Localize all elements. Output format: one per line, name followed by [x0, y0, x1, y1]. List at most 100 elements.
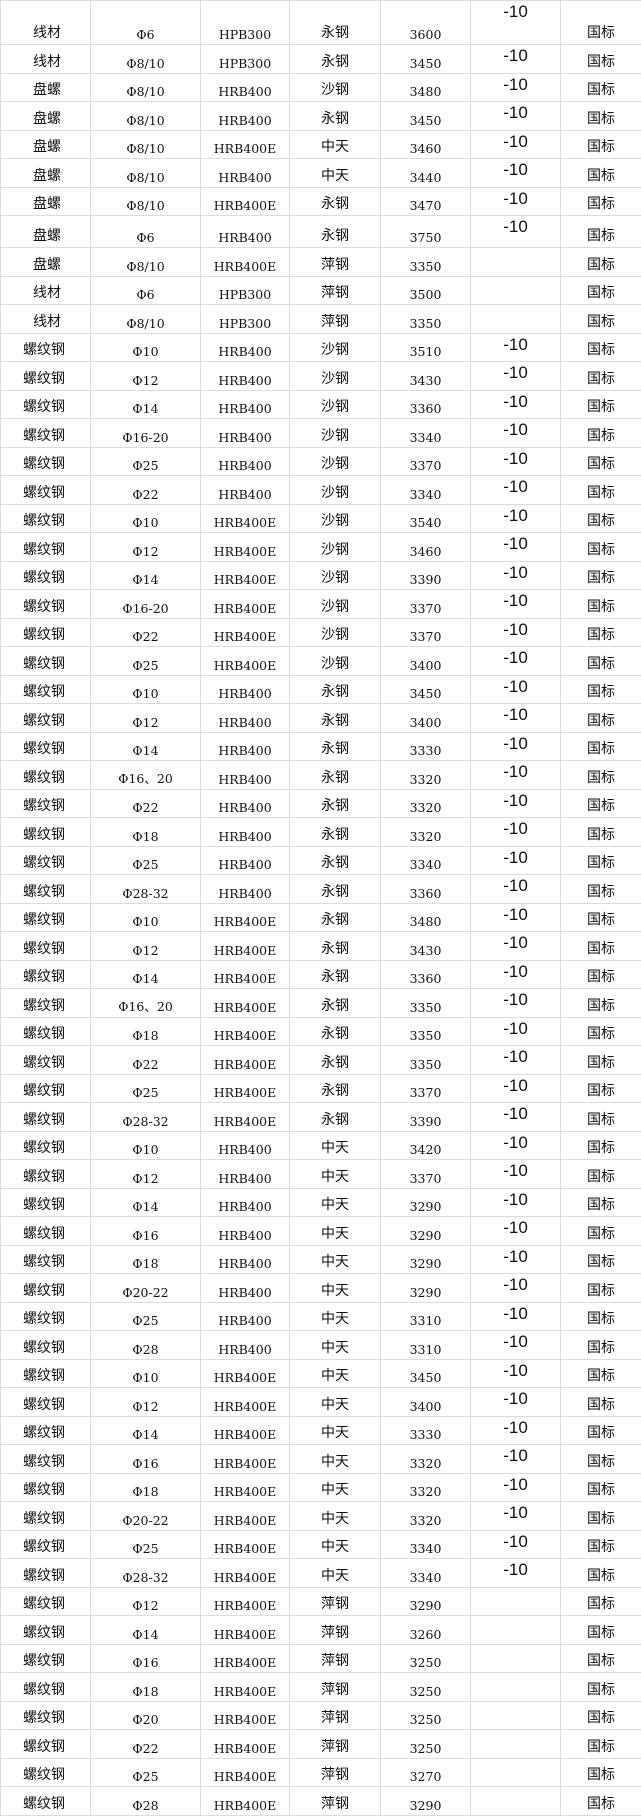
- spec-cell: Φ6: [91, 216, 201, 248]
- product-cell: 螺纹钢: [1, 647, 91, 676]
- spec-cell: Φ28-32: [91, 875, 201, 904]
- mill-cell: 中天: [290, 1416, 381, 1445]
- mill-cell: 永钢: [290, 960, 381, 989]
- standard-cell: 国标: [561, 187, 641, 216]
- price-cell: 3360: [381, 960, 471, 989]
- price-cell: 3470: [381, 187, 471, 216]
- adjustment-cell: -10: [471, 647, 561, 676]
- mill-cell: 萍钢: [290, 276, 381, 305]
- adjustment-cell: -10: [471, 1559, 561, 1588]
- mill-cell: 永钢: [290, 932, 381, 961]
- price-cell: 3340: [381, 846, 471, 875]
- adjustment-cell: -10: [471, 447, 561, 476]
- spec-cell: Φ20-22: [91, 1274, 201, 1303]
- price-cell: 3400: [381, 1388, 471, 1417]
- standard-cell: 国标: [561, 476, 641, 505]
- mill-cell: 永钢: [290, 761, 381, 790]
- product-cell: 螺纹钢: [1, 1644, 91, 1673]
- spec-cell: Φ25: [91, 846, 201, 875]
- standard-cell: 国标: [561, 1644, 641, 1673]
- mill-cell: 永钢: [290, 875, 381, 904]
- mill-cell: 中天: [290, 1530, 381, 1559]
- grade-cell: HRB400E: [201, 1103, 290, 1132]
- mill-cell: 萍钢: [290, 1616, 381, 1645]
- mill-cell: 沙钢: [290, 447, 381, 476]
- product-cell: 螺纹钢: [1, 533, 91, 562]
- mill-cell: 中天: [290, 1274, 381, 1303]
- standard-cell: 国标: [561, 248, 641, 277]
- grade-cell: HRB400E: [201, 1758, 290, 1787]
- spec-cell: Φ16、20: [91, 761, 201, 790]
- grade-cell: HRB400: [201, 1331, 290, 1360]
- spec-cell: Φ8/10: [91, 130, 201, 159]
- adjustment-cell: -10: [471, 818, 561, 847]
- adjustment-cell: -10: [471, 102, 561, 131]
- grade-cell: HRB400E: [201, 533, 290, 562]
- adjustment-cell: -10: [471, 1416, 561, 1445]
- spec-cell: Φ18: [91, 1473, 201, 1502]
- price-cell: 3320: [381, 1473, 471, 1502]
- mill-cell: 永钢: [290, 45, 381, 74]
- spec-cell: Φ22: [91, 1046, 201, 1075]
- standard-cell: 国标: [561, 932, 641, 961]
- adjustment-cell: -10: [471, 1502, 561, 1531]
- spec-cell: Φ25: [91, 647, 201, 676]
- product-cell: 螺纹钢: [1, 1217, 91, 1246]
- price-cell: 3440: [381, 159, 471, 188]
- price-cell: 3290: [381, 1787, 471, 1816]
- grade-cell: HRB400: [201, 102, 290, 131]
- grade-cell: HRB400E: [201, 1587, 290, 1616]
- price-cell: 3320: [381, 1445, 471, 1474]
- standard-cell: 国标: [561, 647, 641, 676]
- adjustment-cell: [471, 1616, 561, 1645]
- product-cell: 螺纹钢: [1, 1587, 91, 1616]
- spec-cell: Φ16: [91, 1644, 201, 1673]
- price-cell: 3250: [381, 1673, 471, 1702]
- price-cell: 3350: [381, 305, 471, 334]
- mill-cell: 中天: [290, 1388, 381, 1417]
- spec-cell: Φ16-20: [91, 590, 201, 619]
- spec-cell: Φ20: [91, 1701, 201, 1730]
- product-cell: 螺纹钢: [1, 1017, 91, 1046]
- price-cell: 3260: [381, 1616, 471, 1645]
- standard-cell: 国标: [561, 1473, 641, 1502]
- grade-cell: HRB400: [201, 875, 290, 904]
- adjustment-cell: [471, 1730, 561, 1759]
- spec-cell: Φ28-32: [91, 1103, 201, 1132]
- price-cell: 3350: [381, 989, 471, 1018]
- grade-cell: HRB400E: [201, 1445, 290, 1474]
- spec-cell: Φ12: [91, 932, 201, 961]
- mill-cell: 永钢: [290, 1046, 381, 1075]
- grade-cell: HRB400E: [201, 932, 290, 961]
- grade-cell: HRB400E: [201, 187, 290, 216]
- price-cell: 3480: [381, 73, 471, 102]
- spec-cell: Φ12: [91, 1587, 201, 1616]
- grade-cell: HRB400E: [201, 1530, 290, 1559]
- mill-cell: 沙钢: [290, 419, 381, 448]
- standard-cell: 国标: [561, 1245, 641, 1274]
- mill-cell: 永钢: [290, 1074, 381, 1103]
- grade-cell: HRB400E: [201, 647, 290, 676]
- standard-cell: 国标: [561, 561, 641, 590]
- grade-cell: HRB400: [201, 1131, 290, 1160]
- spec-cell: Φ14: [91, 1416, 201, 1445]
- standard-cell: 国标: [561, 675, 641, 704]
- product-cell: 螺纹钢: [1, 1388, 91, 1417]
- product-cell: 螺纹钢: [1, 818, 91, 847]
- adjustment-cell: -10: [471, 1217, 561, 1246]
- adjustment-cell: [471, 1701, 561, 1730]
- mill-cell: 永钢: [290, 789, 381, 818]
- price-cell: 3600: [381, 1, 471, 45]
- product-cell: 螺纹钢: [1, 1758, 91, 1787]
- standard-cell: 国标: [561, 305, 641, 334]
